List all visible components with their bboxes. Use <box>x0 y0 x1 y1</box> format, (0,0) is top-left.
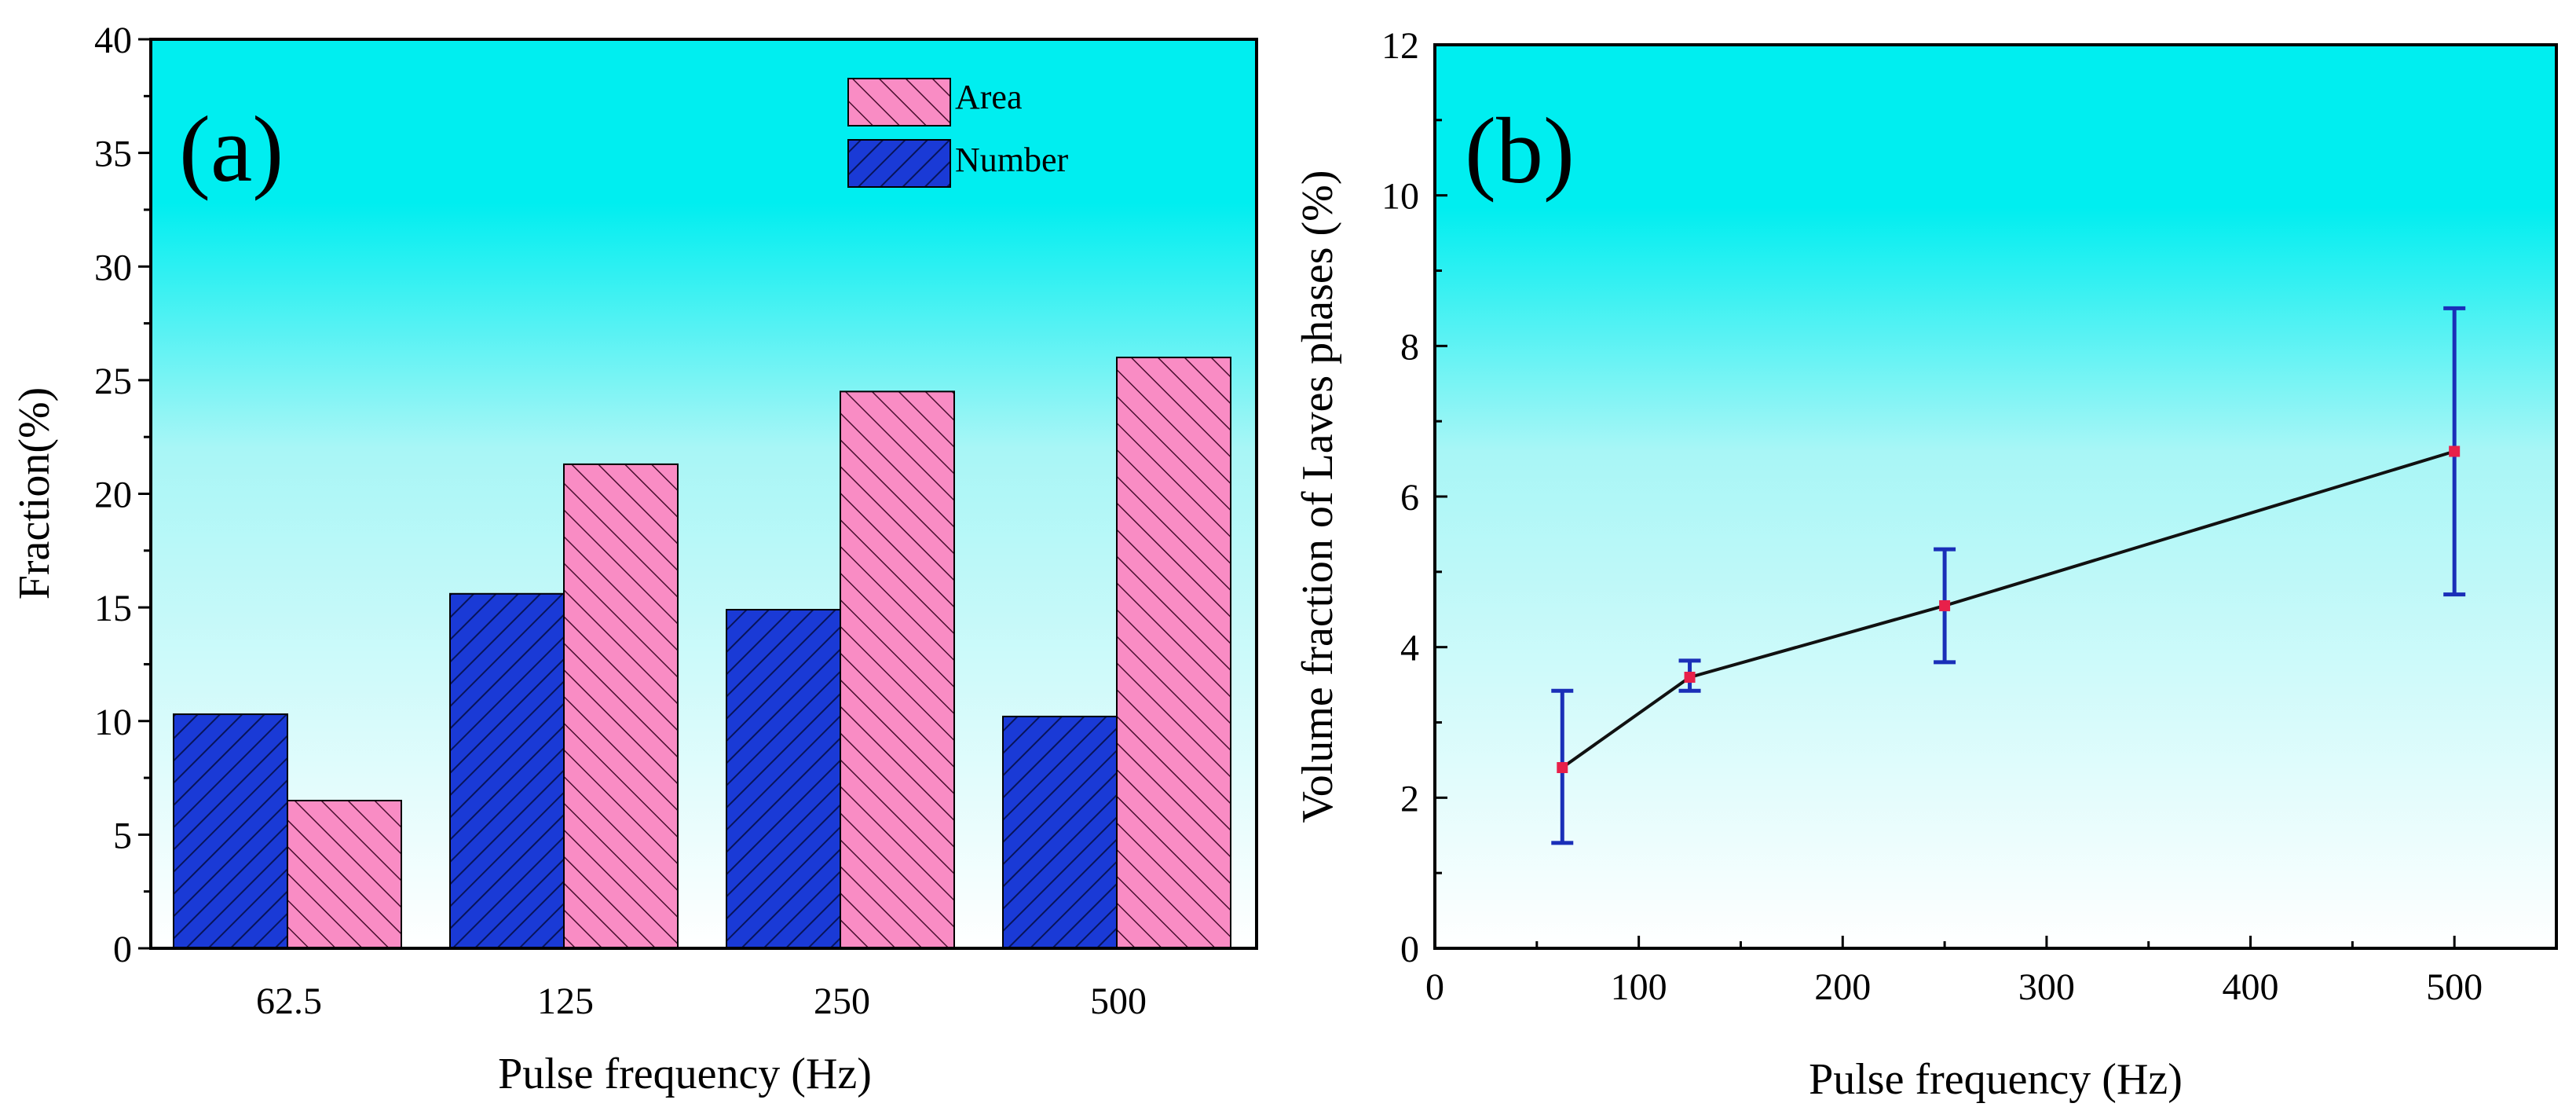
x-tick-label: 300 <box>2018 966 2075 1008</box>
panel-a-bars <box>173 356 1231 950</box>
panel-b-y-axis: 0 2 4 6 8 10 12 <box>1381 25 1447 970</box>
legend-number-swatch <box>847 139 951 188</box>
y-tick-label: 6 <box>1400 477 1419 519</box>
data-point <box>1557 762 1568 773</box>
x-tick-label: 500 <box>2426 966 2483 1008</box>
panel-a-label: (a) <box>179 97 284 201</box>
bar-area-62.5 <box>287 799 402 949</box>
panel-b-data <box>1551 306 2466 845</box>
bar-number-250 <box>726 609 841 950</box>
bar-area-250 <box>840 390 955 949</box>
panel-a-y-axis: 0 5 10 15 20 25 30 35 40 <box>94 20 151 970</box>
x-tick-label: 125 <box>537 981 594 1022</box>
y-tick-label: 2 <box>1400 778 1419 819</box>
data-point <box>1684 672 1696 683</box>
x-tick-label: 500 <box>1090 981 1147 1022</box>
panel-a-legend: Area Number <box>847 78 1069 188</box>
x-tick-label: 100 <box>1611 966 1667 1008</box>
data-point <box>1939 599 1951 611</box>
data-point <box>2449 445 2461 457</box>
panel-a-x-axis-title: Pulse frequency (Hz) <box>498 1050 872 1098</box>
y-tick-label: 25 <box>94 361 132 402</box>
y-tick-label: 35 <box>94 134 132 175</box>
y-tick-label: 12 <box>1381 25 1419 67</box>
bar-area-125 <box>563 463 679 949</box>
y-tick-label: 20 <box>94 475 132 516</box>
panel-a-bar-chart: 0 5 10 15 20 25 30 35 40 62.5 125 250 500 (a) Pulse… <box>10 20 1258 1098</box>
panel-b-y-axis-title: Volume fraction of Laves phases (%) <box>1293 170 1342 823</box>
panel-b-line-chart: 0 2 4 6 8 10 12 0 100 200 300 400 500 (b) Pulse fre… <box>1293 25 2558 1104</box>
panel-a-y-axis-title: Fraction(%) <box>10 387 59 600</box>
y-tick-label: 8 <box>1400 326 1419 368</box>
y-tick-label: 30 <box>94 247 132 288</box>
panel-a-x-axis: 62.5 125 250 500 <box>256 981 1147 1022</box>
x-tick-label: 400 <box>2223 966 2279 1008</box>
y-tick-label: 10 <box>1381 176 1419 218</box>
panel-b-label: (b) <box>1465 98 1575 203</box>
y-tick-label: 10 <box>94 702 132 743</box>
bar-area-500 <box>1116 356 1231 949</box>
x-tick-label: 250 <box>814 981 870 1022</box>
y-tick-label: 15 <box>94 588 132 629</box>
y-tick-label: 5 <box>113 815 132 856</box>
legend-number-label: Number <box>955 141 1069 179</box>
bar-number-125 <box>449 592 565 950</box>
legend-area-swatch <box>847 78 951 126</box>
y-tick-label: 0 <box>1400 929 1419 970</box>
bar-number-62.5 <box>173 713 288 949</box>
x-tick-label: 200 <box>1814 966 1871 1008</box>
y-tick-label: 40 <box>94 20 132 61</box>
x-tick-label: 62.5 <box>256 981 322 1022</box>
y-tick-label: 4 <box>1400 628 1419 669</box>
bar-number-500 <box>1002 715 1118 950</box>
panel-b-plot-background <box>1435 45 2556 948</box>
panel-b-x-axis: 0 100 200 300 400 500 <box>1425 936 2558 1008</box>
y-tick-label: 0 <box>113 929 132 970</box>
legend-area-label: Area <box>955 78 1023 116</box>
panel-b-x-axis-title: Pulse frequency (Hz) <box>1809 1055 2183 1104</box>
x-tick-label: 0 <box>1425 966 1444 1008</box>
series-line <box>1561 449 2455 769</box>
